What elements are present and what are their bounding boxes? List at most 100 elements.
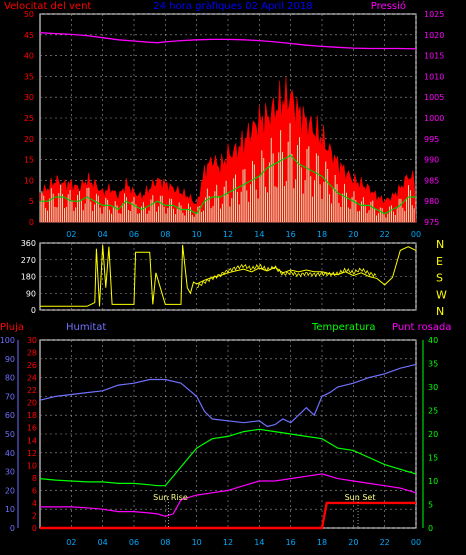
rain-y-tick: 18 <box>27 411 37 420</box>
temperature-y-tick: 5 <box>428 501 433 510</box>
wind-x-tick: 22 <box>380 230 390 239</box>
rain-y-tick: 16 <box>27 424 37 433</box>
rain-y-tick: 6 <box>32 486 37 495</box>
temperature-y-tick: 30 <box>428 383 438 392</box>
rain-y-tick: 2 <box>32 511 37 520</box>
wind-y-tick: 10 <box>24 176 34 185</box>
wind-y-tick: 50 <box>24 10 34 19</box>
temperature-y-tick: 20 <box>428 430 438 439</box>
pressure-y-tick: 990 <box>424 156 439 165</box>
wind-y-tick: 45 <box>24 31 34 40</box>
pressure-y-tick: 1025 <box>424 10 444 19</box>
temperature-x-tick: 16 <box>286 538 296 547</box>
pressure-y-tick: 995 <box>424 135 439 144</box>
wind-x-tick: 16 <box>286 230 296 239</box>
wind-x-tick: 14 <box>254 230 264 239</box>
direction-line <box>40 244 417 307</box>
temperature-x-tick: 18 <box>317 538 327 547</box>
wind-y-tick: 15 <box>24 156 34 165</box>
humidity-y-tick: 60 <box>5 411 15 420</box>
temperature-x-tick: 22 <box>380 538 390 547</box>
temperature-y-tick: 40 <box>428 336 438 345</box>
humidity-y-tick: 100 <box>0 336 15 345</box>
direction-cardinal-label: N <box>436 305 444 318</box>
temperature-y-tick: 0 <box>428 524 433 533</box>
rain-y-tick: 10 <box>27 461 37 470</box>
humidity-y-tick: 80 <box>5 374 15 383</box>
wind-y-tick: 35 <box>24 72 34 81</box>
pressure-y-tick: 1020 <box>424 31 444 40</box>
temperature-x-tick: 06 <box>129 538 139 547</box>
temperature-line <box>39 428 417 487</box>
humidity-label: Humitat <box>66 322 106 333</box>
dewpoint-line <box>40 473 417 517</box>
wind-x-tick: 04 <box>98 230 108 239</box>
temperature-x-tick: 20 <box>348 538 358 547</box>
humidity-y-tick: 0 <box>10 524 15 533</box>
humidity-y-tick: 20 <box>5 486 15 495</box>
wind-x-tick: 10 <box>192 230 202 239</box>
rain-y-tick: 0 <box>32 524 37 533</box>
rain-y-tick: 22 <box>27 386 37 395</box>
humidity-line <box>39 363 417 428</box>
rain-y-tick: 24 <box>27 374 37 383</box>
rain-y-tick: 14 <box>27 436 37 445</box>
humidity-y-tick: 30 <box>5 468 15 477</box>
temperature-x-tick: 00 <box>411 538 421 547</box>
direction-cardinal-label: W <box>436 288 447 301</box>
wind-x-tick: 06 <box>129 230 139 239</box>
wind-y-tick: 25 <box>24 114 34 123</box>
wind-y-tick: 0 <box>29 218 34 227</box>
humidity-y-tick: 90 <box>5 355 15 364</box>
chart-title: 24 hora gràfiques 02 April 2018 <box>153 0 312 12</box>
sun-marker-label: Sun Set <box>345 493 376 502</box>
direction-cardinal-label: N <box>436 238 444 251</box>
direction-cardinal-label: S <box>436 272 443 285</box>
pressure-y-tick: 1015 <box>424 52 444 61</box>
pressure-y-tick: 985 <box>424 176 439 185</box>
wind-x-tick: 00 <box>411 230 421 239</box>
wind-x-tick: 12 <box>223 230 233 239</box>
rain-line <box>40 501 416 530</box>
rain-y-tick: 28 <box>27 349 37 358</box>
direction-y-tick: 0 <box>31 306 36 315</box>
direction-variability-line <box>196 263 377 288</box>
direction-y-tick: 270 <box>21 256 36 265</box>
pressure-y-tick: 1010 <box>424 72 444 81</box>
wind-x-tick: 20 <box>348 230 358 239</box>
wind-average-line <box>40 154 416 215</box>
temperature-y-tick: 35 <box>428 360 438 369</box>
temperature-y-tick: 10 <box>428 477 438 486</box>
humidity-y-tick: 10 <box>5 505 15 514</box>
pressure-y-tick: 1005 <box>424 93 444 102</box>
temperature-label: Temperatura <box>311 322 376 333</box>
temperature-x-tick: 02 <box>66 538 76 547</box>
humidity-y-tick: 40 <box>5 449 15 458</box>
wind-y-tick: 40 <box>24 52 34 61</box>
pressure-y-tick: 975 <box>424 218 439 227</box>
rain-y-tick: 12 <box>27 449 37 458</box>
wind-x-tick: 02 <box>66 230 76 239</box>
gust-area <box>39 77 417 223</box>
rain-label: Pluja <box>0 322 24 333</box>
sun-marker-label: Sun Rise <box>153 493 188 502</box>
rain-y-tick: 20 <box>27 399 37 408</box>
pressure-line <box>39 32 417 50</box>
direction-y-tick: 180 <box>21 273 36 282</box>
rain-y-tick: 26 <box>27 361 37 370</box>
temperature-y-tick: 15 <box>428 454 438 463</box>
pressure-y-tick: 1000 <box>424 114 444 123</box>
dewpoint-label: Punt rosada <box>392 322 451 333</box>
wind-y-tick: 20 <box>24 135 34 144</box>
temperature-x-tick: 12 <box>223 538 233 547</box>
humidity-y-tick: 70 <box>5 392 15 401</box>
wind-x-tick: 18 <box>317 230 327 239</box>
rain-y-tick: 30 <box>27 336 37 345</box>
humidity-y-tick: 50 <box>5 430 15 439</box>
direction-y-tick: 360 <box>21 239 36 248</box>
wind-title: Velocitat del vent <box>4 1 91 12</box>
direction-cardinal-label: E <box>436 255 443 268</box>
wind-y-tick: 5 <box>29 197 34 206</box>
rain-y-tick: 8 <box>32 474 37 483</box>
